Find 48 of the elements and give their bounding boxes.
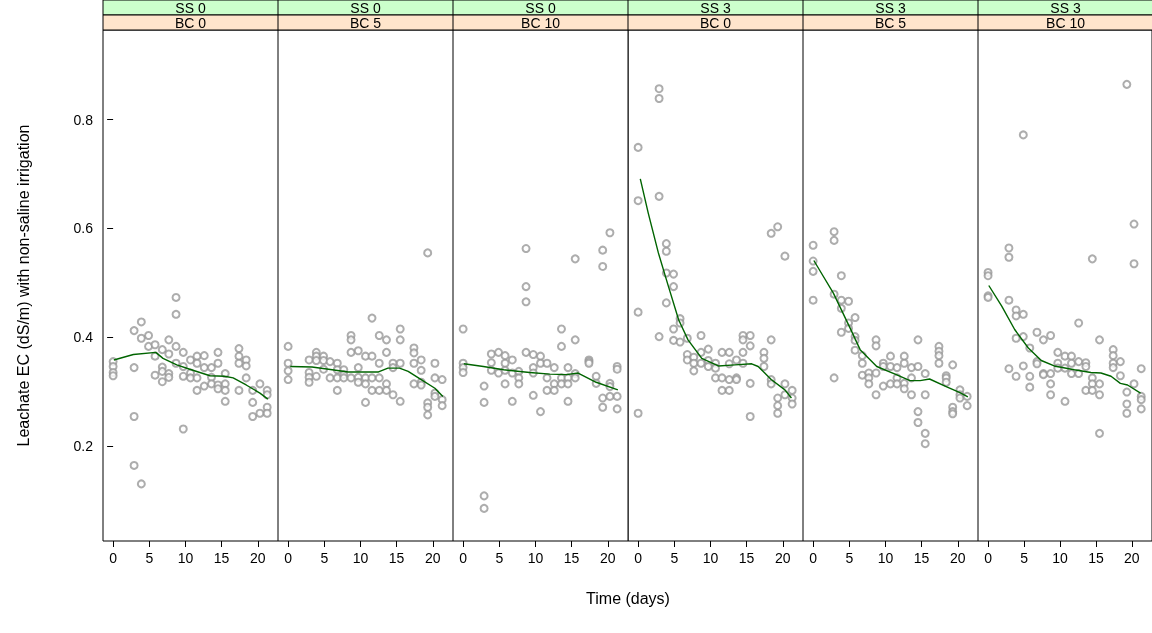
x-tick-label: 0 [984,550,993,566]
x-tick-label: 10 [527,550,544,566]
chart-subtitle: BC 5 [349,14,382,31]
chart-title: SS 3 [700,0,731,16]
x-tick-label: 5 [145,550,154,566]
x-tick-label: 20 [949,550,966,566]
y-tick-label: 0.4 [73,329,94,346]
x-tick-label: 20 [249,550,266,566]
chart-subtitle: BC 0 [699,14,732,31]
chart-title: SS 0 [525,0,556,16]
x-tick-label: 15 [213,550,230,566]
y-tick-label: 0.8 [73,111,94,128]
chart-title: SS 3 [1050,0,1081,16]
chart-title: SS 0 [175,0,206,16]
x-tick-label: 15 [1088,550,1104,566]
x-tick-label: 15 [738,550,755,566]
x-tick-label: 10 [877,550,894,566]
x-tick-label: 15 [563,550,580,566]
chart-subtitle: BC 10 [1046,14,1086,31]
chart-subtitle: BC 5 [874,14,907,31]
x-tick-label: 0 [109,550,118,566]
x-tick-label: 10 [1052,550,1068,566]
x-tick-label: 5 [670,550,679,566]
y-tick-label: 0.2 [73,437,94,454]
y-tick-label: 0.6 [73,220,94,237]
x-tick-label: 10 [352,550,369,566]
x-tick-label: 0 [284,550,293,566]
chart-subtitle: BC 0 [174,14,207,31]
chart-subtitle: BC 10 [521,14,561,31]
x-tick-label: 20 [1124,550,1140,566]
chart-title: SS 0 [350,0,381,16]
x-tick-label: 5 [845,550,854,566]
x-axis-title: Time (days) [586,589,670,607]
y-axis-title: Leachate EC (dS/m) with non-saline irrigation [14,124,32,447]
chart-title: SS 3 [875,0,906,16]
x-tick-label: 20 [424,550,441,566]
x-tick-label: 20 [774,550,791,566]
x-tick-label: 5 [320,550,329,566]
x-tick-label: 15 [388,550,405,566]
x-tick-label: 0 [634,550,643,566]
x-tick-label: 20 [599,550,616,566]
x-tick-label: 5 [495,550,504,566]
x-tick-label: 10 [702,550,719,566]
x-tick-label: 10 [177,550,194,566]
x-tick-label: 0 [809,550,818,566]
x-tick-label: 5 [1020,550,1029,566]
x-tick-label: 0 [459,550,468,566]
x-tick-label: 15 [913,550,930,566]
